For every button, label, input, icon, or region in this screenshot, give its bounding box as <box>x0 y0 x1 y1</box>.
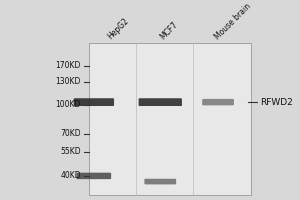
Text: 130KD: 130KD <box>56 77 81 86</box>
Text: RFWD2: RFWD2 <box>260 98 293 107</box>
FancyBboxPatch shape <box>144 179 176 184</box>
FancyBboxPatch shape <box>74 98 114 106</box>
Text: 70KD: 70KD <box>60 129 81 138</box>
Text: 100KD: 100KD <box>56 100 81 109</box>
FancyBboxPatch shape <box>89 43 251 195</box>
Text: HepG2: HepG2 <box>106 17 131 41</box>
FancyBboxPatch shape <box>202 99 234 105</box>
Text: MCF7: MCF7 <box>158 20 179 41</box>
Text: 55KD: 55KD <box>60 147 81 156</box>
FancyBboxPatch shape <box>139 98 182 106</box>
Text: Mouse brain: Mouse brain <box>213 2 253 41</box>
Text: 170KD: 170KD <box>56 61 81 70</box>
Text: 40KD: 40KD <box>60 171 81 180</box>
FancyBboxPatch shape <box>76 173 111 179</box>
